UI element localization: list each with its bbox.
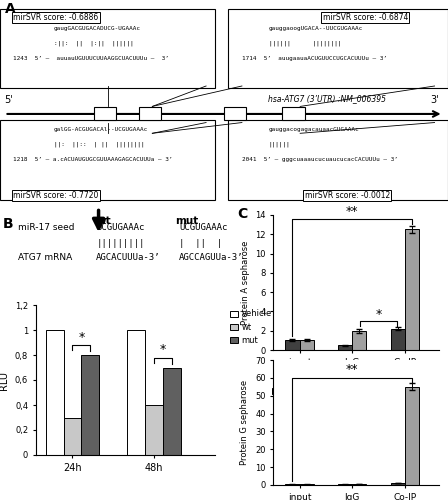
Text: ATG7 mRNA: ATG7 mRNA	[18, 253, 73, 262]
Bar	[224, 108, 246, 120]
Bar	[94, 108, 116, 120]
Text: galGG-ACGUGACAl--UCGUGAAAc: galGG-ACGUGACAl--UCGUGAAAc	[54, 127, 148, 132]
Text: |  ||  |: | || |	[179, 239, 222, 248]
FancyBboxPatch shape	[228, 120, 448, 200]
Text: ||||||: ||||||	[269, 142, 291, 148]
Text: UCGUGAAAc: UCGUGAAAc	[179, 224, 228, 232]
Bar	[300, 340, 314, 350]
Bar	[139, 108, 161, 120]
Text: A: A	[4, 2, 15, 16]
Bar	[64, 418, 82, 455]
Text: **: **	[346, 363, 358, 376]
Bar	[127, 330, 145, 455]
Text: 1243  5’ –  auuauUGUUUCUUAAGGCUACUUUu –  3’: 1243 5’ – auuauUGUUUCUUAAGGCUACUUUu – 3’	[13, 56, 169, 61]
Text: gauggacogagacauaacGUGAAAc: gauggacogagacauaacGUGAAAc	[269, 127, 359, 132]
Text: *: *	[78, 331, 85, 344]
Text: AGCCAGUUa-3’: AGCCAGUUa-3’	[179, 253, 244, 262]
Text: 5': 5'	[4, 96, 13, 106]
Y-axis label: Protein A sepharose: Protein A sepharose	[241, 240, 250, 324]
Bar	[338, 484, 352, 485]
Bar	[282, 108, 305, 120]
Text: ||:  ||::  | ||  ||||||||: ||: ||:: | || ||||||||	[54, 142, 144, 148]
FancyBboxPatch shape	[0, 8, 215, 88]
Text: mirSVR score: -0.6886: mirSVR score: -0.6886	[13, 13, 99, 22]
Text: C: C	[237, 207, 247, 221]
Text: miR-17 seed: miR-17 seed	[18, 224, 75, 232]
FancyBboxPatch shape	[228, 8, 448, 88]
Bar	[405, 230, 419, 350]
Text: ||||||      ||||||||: |||||| ||||||||	[269, 41, 341, 46]
Bar	[163, 368, 181, 455]
Bar	[405, 387, 419, 485]
Text: *: *	[160, 343, 166, 356]
Y-axis label: RLU: RLU	[0, 370, 9, 390]
Bar	[285, 484, 300, 485]
Bar	[285, 340, 300, 350]
Text: hsa-ATG7 (3’UTR) :NM_006395: hsa-ATG7 (3’UTR) :NM_006395	[268, 94, 386, 103]
Bar	[352, 330, 366, 350]
Bar	[338, 345, 352, 350]
FancyBboxPatch shape	[0, 120, 215, 200]
Legend: vehicle, wt, mut: vehicle, wt, mut	[226, 306, 275, 348]
Text: AGCACUUUa-3’: AGCACUUUa-3’	[96, 253, 161, 262]
Text: **: **	[346, 205, 358, 218]
Text: *: *	[375, 308, 382, 321]
Text: wt: wt	[97, 216, 111, 226]
Text: gaugGACGUGACADUCG-UGAAAc: gaugGACGUGACADUCG-UGAAAc	[54, 26, 141, 31]
Text: :||:  ||  |:||  ||||||: :||: || |:|| ||||||	[54, 41, 134, 46]
Legend: ATG7, miR-17: ATG7, miR-17	[269, 384, 343, 398]
Text: B: B	[3, 216, 13, 230]
Bar	[391, 329, 405, 350]
Bar	[145, 405, 163, 455]
Text: mirSVR score: -0.0012: mirSVR score: -0.0012	[305, 192, 390, 200]
Text: 1218  5’ – a.cACUAUGUGCGUUAAAGAGCACUUUa – 3’: 1218 5’ – a.cACUAUGUGCGUUAAAGAGCACUUUa –…	[13, 157, 173, 162]
Text: mut: mut	[176, 216, 199, 226]
Text: 3': 3'	[431, 96, 439, 106]
Text: mirSVR score: -0.6874: mirSVR score: -0.6874	[323, 13, 408, 22]
Text: 1714  5’  auugaauaACUGUUCCUGCACUUUu – 3’: 1714 5’ auugaauaACUGUUCCUGCACUUUu – 3’	[242, 56, 387, 61]
Text: |||||||||: |||||||||	[96, 239, 145, 248]
Bar	[82, 355, 99, 455]
Bar	[46, 330, 64, 455]
Bar	[391, 483, 405, 485]
Bar	[300, 484, 314, 485]
Text: UCGUGAAAc: UCGUGAAAc	[96, 224, 145, 232]
Bar	[352, 484, 366, 485]
Y-axis label: Protein G sepharose: Protein G sepharose	[241, 380, 250, 465]
Text: gauggaoogUGACA--UUCGUGAAAc: gauggaoogUGACA--UUCGUGAAAc	[269, 26, 363, 31]
Text: 2041  5’ – gggcuaaaucucuaucucacCACUUUu – 3’: 2041 5’ – gggcuaaaucucuaucucacCACUUUu – …	[242, 157, 398, 162]
Text: mirSVR score: -0.7720: mirSVR score: -0.7720	[13, 192, 99, 200]
